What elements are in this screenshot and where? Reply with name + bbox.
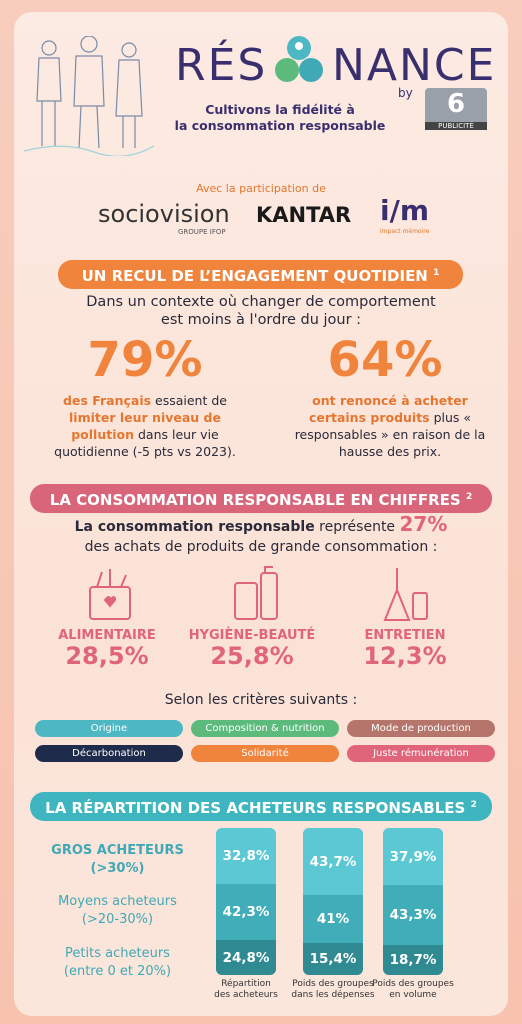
row-sub: (>20-30%) (81, 912, 154, 927)
column-caption: Poids des groupes dans les dépenses (288, 979, 378, 1001)
row-label: Moyens acheteurs (>20-30%) (30, 893, 205, 929)
stat-desc: ont renoncé à acheter certains produits … (290, 392, 490, 460)
by-label: by (398, 86, 413, 100)
stat-value: 79% (87, 332, 203, 388)
row-label: GROS ACHETEURS (>30%) (30, 842, 205, 878)
sociovision-sub: GROUPE IFOP (178, 228, 226, 236)
section-intro: Dans un contexte où changer de comportem… (0, 293, 522, 329)
criterion: Composition & nutrition (191, 720, 339, 737)
column: 32,8% 42,3% 24,8% (216, 828, 276, 975)
segment: 24,8% (216, 940, 276, 975)
caption-line: Poids des groupes (292, 979, 374, 989)
category-label: ENTRETIEN (364, 628, 446, 643)
criterion: Solidarité (191, 745, 339, 762)
desc-part: essaient de (151, 393, 227, 408)
segment: 32,8% (216, 828, 276, 884)
row-title: GROS ACHETEURS (51, 843, 184, 858)
category-label: ALIMENTAIRE (58, 628, 156, 643)
footnote: 2 (470, 800, 477, 810)
caption-line: Répartition (221, 979, 271, 989)
im-sub: impact mémoire (380, 228, 430, 235)
lead-bold: La consommation responsable (74, 519, 315, 535)
criteria-intro: Selon les critères suivants : (164, 692, 358, 708)
category-value: 28,5% (65, 642, 149, 670)
desc-part: limiter leur niveau de pollution (69, 410, 221, 442)
caption-line: en volume (389, 990, 437, 1000)
stat-value: 64% (327, 332, 443, 388)
tagline: Cultivons la fidélité à la consommation … (170, 102, 390, 134)
m6-sub: PUBLICITÉ (425, 122, 487, 130)
footnote: 2 (465, 492, 473, 502)
partners-intro: Avec la participation de (196, 182, 326, 195)
category-label: HYGIÈNE-BEAUTÉ (188, 628, 316, 643)
criterion: Mode de production (347, 720, 495, 737)
column-caption: Répartition des acheteurs (201, 979, 291, 1001)
segment: 43,7% (303, 828, 363, 895)
caption-line: des acheteurs (214, 990, 278, 1000)
segment: 15,4% (303, 943, 363, 975)
segment: 18,7% (383, 945, 443, 975)
row-sub: (entre 0 et 20%) (63, 964, 172, 979)
caption-line: Poids des groupes (372, 979, 454, 989)
segment: 37,9% (383, 828, 443, 885)
kantar-logo: KANTAR (256, 203, 352, 227)
desc-part: plus « responsables » en raison de la ha… (294, 410, 486, 459)
row-label: Petits acheteurs (entre 0 et 20%) (30, 945, 205, 981)
title-text: LA RÉPARTITION DES ACHETEURS RESPONSABLE… (45, 799, 466, 817)
sociovision-logo: sociovision (98, 200, 230, 228)
stat-desc: des Français essaient de limiter leur ni… (50, 392, 240, 460)
intro-line: Dans un contexte où changer de comportem… (86, 294, 436, 310)
im-logo: i/m (380, 194, 429, 227)
lead-text: représente (314, 519, 400, 535)
lead-value: 27% (399, 512, 448, 536)
column-caption: Poids des groupes en volume (368, 979, 458, 1001)
category-value: 25,8% (210, 642, 294, 670)
desc-part: ont renoncé à acheter certains produits (308, 393, 468, 425)
lead-line: des achats de produits de grande consomm… (84, 539, 438, 555)
criterion: Décarbonation (35, 745, 183, 762)
logo-emblem (275, 36, 323, 82)
title-text: LA CONSOMMATION RESPONSABLE EN CHIFFRES (49, 491, 461, 509)
lead: La consommation responsable représente 2… (0, 514, 522, 557)
section-title: LA CONSOMMATION RESPONSABLE EN CHIFFRES … (30, 484, 492, 513)
category-icons (89, 566, 428, 621)
title-text: UN RECUL DE L’ENGAGEMENT QUOTIDIEN (81, 267, 428, 285)
row-title: Petits acheteurs (65, 946, 170, 961)
tagline-line: Cultivons la fidélité à (205, 102, 355, 117)
row-sub: (>30%) (90, 861, 145, 876)
column: 37,9% 43,3% 18,7% (383, 828, 443, 975)
people-illustration (24, 36, 154, 156)
m6-logo: 6 (425, 88, 487, 128)
segment: 42,3% (216, 884, 276, 940)
tagline-line: la consommation responsable (174, 118, 386, 133)
logo-right: NANCE (332, 40, 497, 91)
section-title: LA RÉPARTITION DES ACHETEURS RESPONSABLE… (30, 792, 492, 821)
segment: 43,3% (383, 885, 443, 945)
row-title: Moyens acheteurs (58, 894, 177, 909)
category-value: 12,3% (363, 642, 447, 670)
desc-part: des Français (63, 393, 152, 408)
segment: 41% (303, 895, 363, 943)
section-title: UN RECUL DE L’ENGAGEMENT QUOTIDIEN 1 (58, 260, 463, 289)
intro-line: est moins à l'ordre du jour : (160, 312, 362, 328)
footnote: 1 (433, 268, 440, 278)
criterion: Juste rémunération (347, 745, 495, 762)
column: 43,7% 41% 15,4% (303, 828, 363, 975)
caption-line: dans les dépenses (291, 990, 375, 1000)
criterion: Origine (35, 720, 183, 737)
logo-left: RÉS (175, 40, 268, 91)
desc-part: dans leur vie quotidienne (-5 pts vs 202… (54, 427, 236, 459)
